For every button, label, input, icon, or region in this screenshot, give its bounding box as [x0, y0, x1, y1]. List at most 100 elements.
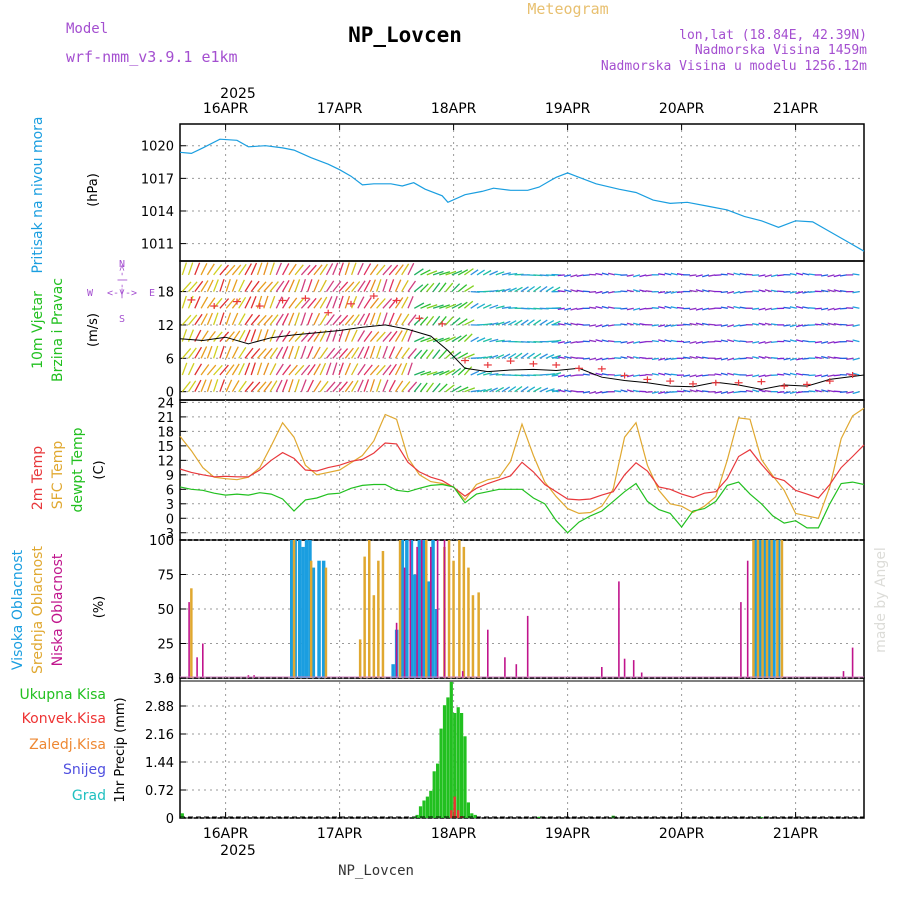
- precip-bar-total: [463, 736, 467, 818]
- wind-arrow: [808, 307, 816, 309]
- wind-arrow: [194, 280, 204, 292]
- wind-arrow: [376, 298, 386, 309]
- wind-arrow: [489, 304, 499, 309]
- cloud-tick-label: 0: [166, 672, 174, 687]
- wind-arrow: [533, 352, 542, 359]
- wind-arrow: [445, 282, 454, 293]
- wind-arrow: [256, 329, 263, 342]
- wind-arrow: [626, 389, 634, 393]
- wind-arrow: [275, 379, 283, 392]
- wind-arrow: [752, 356, 760, 359]
- wind-arrow: [470, 336, 479, 343]
- cloud-bar-low: [746, 560, 749, 678]
- cloud-bar-high: [422, 540, 426, 678]
- wind-arrow: [325, 280, 335, 292]
- cloud-bar-high: [772, 540, 776, 678]
- wind-arrow: [833, 307, 841, 311]
- precip-bar-total: [449, 681, 453, 818]
- wind-arrow: [369, 279, 376, 292]
- wind-arrow: [476, 303, 486, 309]
- precip-label-freezing: Zaledj.Kisa: [29, 737, 106, 753]
- wind-arrow: [212, 312, 219, 326]
- precip-label-total: Ukupna Kisa: [19, 687, 106, 703]
- wind-arrow: [683, 356, 691, 359]
- wind-arrow: [357, 280, 366, 292]
- cloud-bar-high: [413, 574, 417, 678]
- wind-arrow: [332, 262, 339, 276]
- legend-n: N: [119, 259, 125, 270]
- wind-arrow: [664, 357, 672, 361]
- wind-arrow: [489, 270, 498, 276]
- wind-arrow: [244, 280, 253, 292]
- wind-arrow: [282, 346, 289, 359]
- cloud-bars: [180, 540, 864, 678]
- pressure-series-line: [179, 138, 865, 252]
- precip-bar-total: [466, 802, 470, 818]
- wind-arrow: [300, 364, 311, 376]
- wind-arrow: [394, 363, 403, 376]
- wind-arrow: [695, 355, 703, 359]
- bottom-date-label: 21APR: [773, 826, 819, 842]
- wind-arrow: [476, 388, 486, 393]
- wind-arrow: [181, 262, 188, 276]
- wind-arrow: [288, 312, 295, 326]
- wind-arrow: [839, 307, 847, 310]
- cloud-bar-mid: [761, 540, 764, 678]
- wind-arrow: [526, 319, 535, 326]
- precip-bar-total: [432, 771, 436, 818]
- cloud-bar-mid: [381, 551, 385, 678]
- bottom-date-label: 20APR: [659, 826, 705, 842]
- wind-arrow: [225, 264, 236, 276]
- wind-arrow: [250, 329, 257, 342]
- wind-arrow: [300, 279, 307, 292]
- wind-arrow: [250, 381, 261, 393]
- wind-arrow: [238, 279, 245, 292]
- wind-arrow: [256, 362, 263, 376]
- wind-title-1: 10m Vjetar: [30, 291, 46, 369]
- cloud-bar-low: [409, 540, 412, 678]
- cloud-bar-low: [403, 567, 406, 678]
- wind-arrow: [181, 362, 188, 376]
- wind-arrow: [689, 374, 697, 378]
- wind-arrow: [670, 290, 678, 294]
- wind-arrow: [419, 382, 428, 393]
- wind-arrow: [388, 264, 399, 276]
- wind-arrow: [752, 323, 760, 326]
- wind-arrow: [401, 263, 410, 276]
- precip-bar-total: [473, 814, 477, 818]
- wind-arrow: [369, 345, 376, 359]
- wind-arrow: [451, 317, 461, 326]
- wind-arrow: [758, 274, 766, 277]
- wind-arrow: [307, 264, 317, 276]
- wind-arrow: [256, 262, 263, 276]
- bottom-date-label: 18APR: [431, 826, 477, 842]
- wind-arrow: [288, 279, 295, 292]
- wind-arrow: [783, 339, 791, 343]
- wind-arrow: [664, 391, 672, 394]
- wind-arrow: [702, 307, 710, 311]
- wind-arrow: [250, 280, 260, 292]
- cloud-bar-low: [416, 546, 418, 678]
- wind-arrow: [187, 295, 194, 309]
- wind-arrow: [464, 387, 476, 393]
- wind-arrow: [414, 370, 425, 376]
- wind-arrow: [733, 290, 741, 295]
- wind-arrow: [695, 389, 703, 393]
- wind-arrow: [827, 355, 835, 359]
- wind-arrow: [463, 300, 474, 309]
- wind-arrow: [451, 385, 462, 393]
- wind-arrow: [407, 362, 413, 376]
- wind-arrow: [539, 387, 549, 393]
- credit-watermark: made by Angel: [873, 547, 889, 653]
- wind-arrow: [821, 274, 829, 277]
- cloud-bar-low: [196, 657, 198, 678]
- wind-arrow: [382, 298, 393, 309]
- wind-arrow: [802, 290, 810, 294]
- wind-arrow: [702, 274, 710, 278]
- wind-arrow: [426, 270, 438, 276]
- wind-arrow: [689, 274, 697, 277]
- wind-arrow: [432, 349, 441, 359]
- wind-arrow: [557, 389, 565, 393]
- wind-arrow: [789, 290, 797, 294]
- wind-arrow: [325, 347, 336, 359]
